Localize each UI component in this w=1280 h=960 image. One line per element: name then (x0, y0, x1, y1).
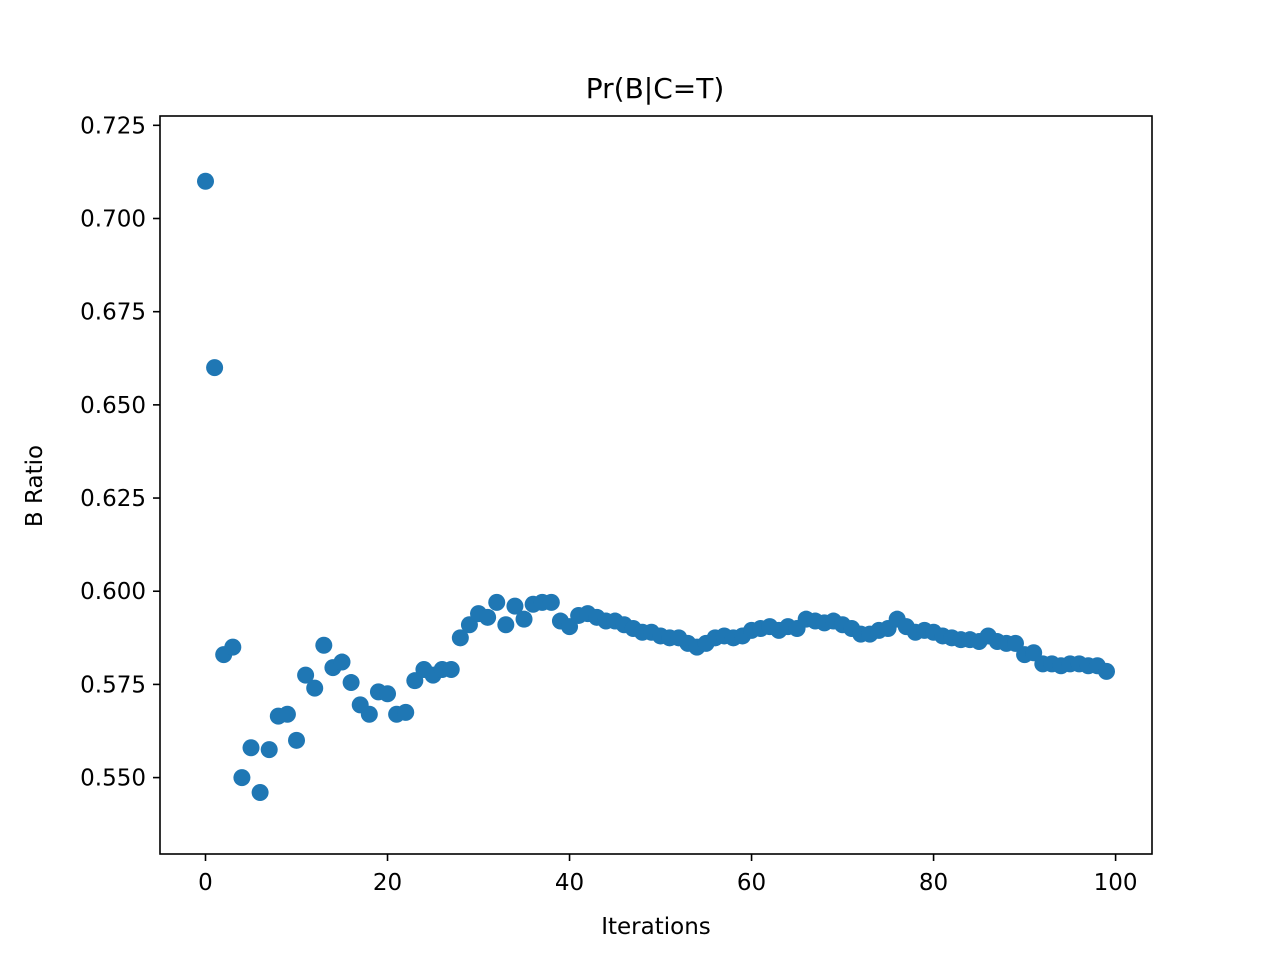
data-point (379, 685, 397, 703)
y-tick-label: 0.650 (80, 393, 146, 419)
y-tick-label: 0.700 (80, 207, 146, 233)
data-point (206, 359, 224, 377)
y-tick-label: 0.575 (80, 672, 146, 698)
data-point (506, 597, 524, 615)
data-point (306, 679, 324, 697)
data-point (497, 616, 515, 634)
y-tick-label: 0.625 (80, 486, 146, 512)
x-tick-label: 20 (373, 870, 402, 896)
x-tick-label: 60 (737, 870, 766, 896)
y-tick-label: 0.725 (80, 113, 146, 139)
data-point (442, 661, 460, 678)
plot-area-frame (159, 115, 1153, 855)
data-point (451, 629, 469, 647)
x-tick-label: 0 (198, 870, 213, 896)
data-point (515, 610, 533, 628)
data-point (1097, 662, 1115, 680)
chart-title: Pr(B|C=T) (586, 72, 725, 105)
y-tick-label: 0.550 (80, 766, 146, 792)
data-point (288, 731, 306, 749)
y-axis-label: B Ratio (22, 445, 48, 527)
x-axis-label: Iterations (601, 914, 711, 940)
data-point (297, 666, 315, 684)
data-point (260, 741, 278, 759)
y-tick-label: 0.675 (80, 300, 146, 326)
data-point (233, 769, 251, 787)
data-point (251, 784, 269, 801)
x-axis-ticks: 0 20 40 60 80 100 (198, 854, 1138, 896)
data-point (397, 703, 415, 721)
data-point (315, 636, 333, 654)
data-point (197, 172, 215, 190)
data-point (242, 739, 260, 757)
data-point (224, 638, 242, 656)
data-point (342, 674, 360, 692)
x-tick-label: 40 (555, 870, 584, 896)
data-point (542, 593, 560, 611)
data-point (278, 705, 296, 723)
x-tick-label: 100 (1094, 870, 1138, 896)
y-tick-label: 0.600 (80, 579, 146, 605)
data-point (360, 705, 378, 723)
y-axis-ticks: 0.550 0.575 0.600 0.625 0.650 0.675 0.700 0.725 (80, 113, 160, 792)
data-point (488, 593, 506, 611)
x-tick-label: 80 (919, 870, 948, 896)
data-points (197, 172, 1115, 801)
data-point (479, 608, 497, 626)
data-point (333, 653, 351, 671)
